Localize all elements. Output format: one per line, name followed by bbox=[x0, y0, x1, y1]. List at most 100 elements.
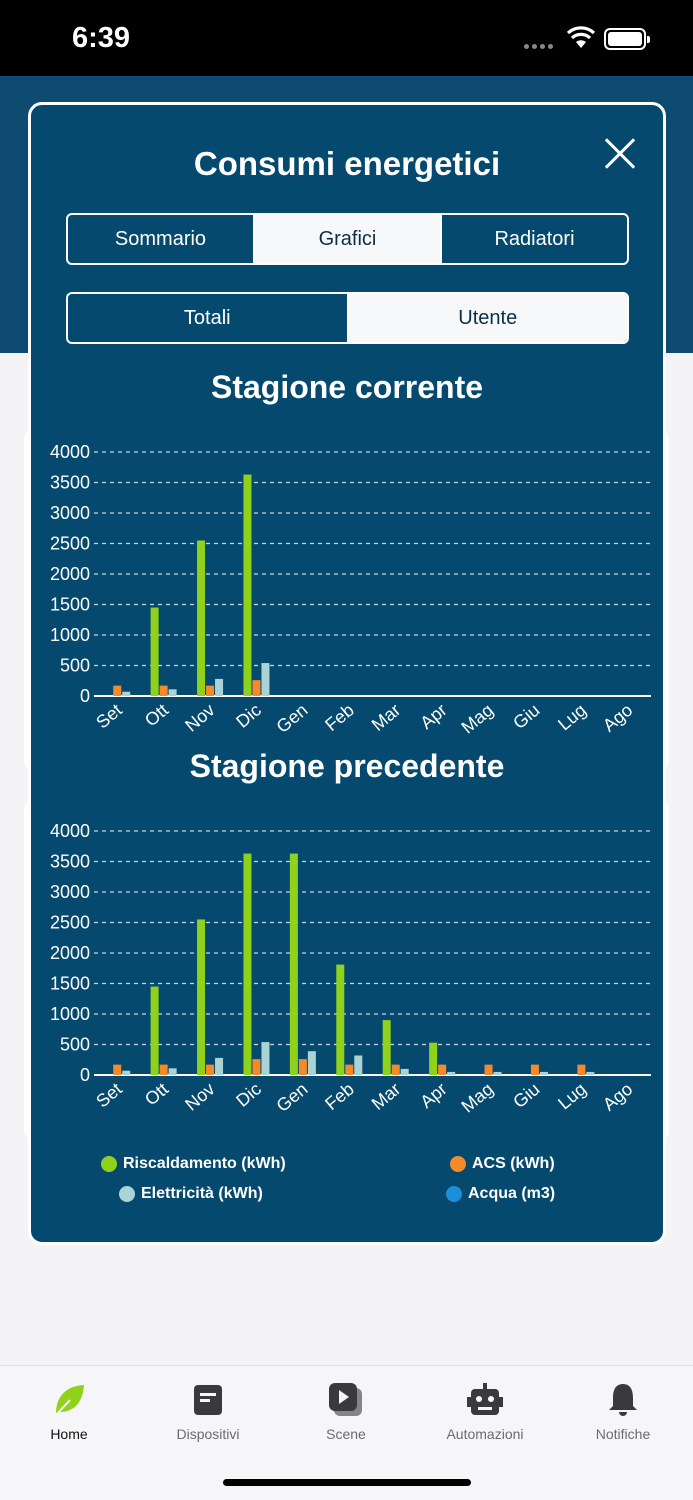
legend-dot bbox=[450, 1156, 466, 1172]
bar bbox=[261, 663, 270, 696]
legend-item-acs: ACS (kWh) bbox=[450, 1155, 555, 1173]
legend-dot bbox=[101, 1156, 117, 1172]
status-bar: 6:39 bbox=[0, 0, 693, 76]
bar bbox=[113, 1064, 122, 1075]
y-tick-label: 500 bbox=[60, 656, 90, 676]
y-tick-label: 500 bbox=[60, 1035, 90, 1055]
x-tick-label: Mag bbox=[457, 700, 497, 738]
bar bbox=[586, 1071, 595, 1075]
chart-current-season: 0 500 1000 1500 2000 2500 3000 3500 4000 Set Ott No… bbox=[50, 442, 651, 738]
x-tick-label: Dic bbox=[232, 1079, 265, 1111]
x-tick-label: Nov bbox=[181, 700, 218, 736]
tab-label: Automazioni bbox=[446, 1426, 524, 1442]
x-tick-label: Ago bbox=[599, 700, 636, 736]
bar bbox=[168, 689, 177, 696]
bar bbox=[150, 607, 159, 696]
legend-item-acqua: Acqua (m3) bbox=[446, 1185, 555, 1203]
y-tick-label: 0 bbox=[80, 686, 90, 706]
view-tabs: Sommario Grafici Radiatori bbox=[66, 213, 629, 265]
home-indicator bbox=[223, 1479, 471, 1486]
tab-sommario[interactable]: Sommario bbox=[68, 215, 255, 263]
bar bbox=[122, 691, 131, 696]
bar bbox=[159, 1064, 168, 1075]
tab-dispositivi[interactable]: Dispositivi bbox=[148, 1378, 268, 1442]
bar bbox=[530, 1064, 539, 1075]
x-tick-label: Feb bbox=[321, 1079, 358, 1114]
y-tick-label: 1500 bbox=[50, 974, 90, 994]
bar bbox=[493, 1071, 502, 1075]
tab-label: Dispositivi bbox=[176, 1426, 240, 1442]
x-tick-label: Giu bbox=[509, 1079, 543, 1112]
y-tick-label: 2500 bbox=[50, 913, 90, 933]
legend-dot bbox=[119, 1186, 135, 1202]
bar bbox=[243, 474, 252, 696]
y-tick-label: 2000 bbox=[50, 564, 90, 584]
x-tick-label: Set bbox=[92, 1079, 126, 1112]
scope-tabs: Totali Utente bbox=[66, 292, 629, 344]
legend-item-riscaldamento: Riscaldamento (kWh) bbox=[101, 1155, 286, 1173]
bar bbox=[113, 685, 122, 696]
status-time: 6:39 bbox=[72, 22, 131, 54]
scene-icon bbox=[329, 1383, 362, 1416]
chart-title-current: Stagione corrente bbox=[210, 369, 484, 405]
bell-icon bbox=[609, 1384, 637, 1416]
tab-automazioni[interactable]: Automazioni bbox=[425, 1378, 545, 1442]
y-tick-label: 4000 bbox=[50, 821, 90, 841]
tab-scene[interactable]: Scene bbox=[286, 1378, 406, 1442]
y-tick-label: 3500 bbox=[50, 473, 90, 493]
signal-icon bbox=[524, 36, 556, 54]
bar bbox=[354, 1055, 363, 1075]
battery-icon bbox=[604, 28, 650, 50]
bar bbox=[289, 853, 298, 1075]
tab-radiatori[interactable]: Radiatori bbox=[494, 227, 575, 250]
bar bbox=[122, 1070, 131, 1075]
bar bbox=[252, 680, 261, 696]
tab-grafici[interactable]: Grafici bbox=[255, 215, 442, 263]
x-tick-label: Mar bbox=[368, 1079, 405, 1114]
bar bbox=[206, 1064, 215, 1075]
bar bbox=[447, 1071, 456, 1075]
y-tick-label: 3000 bbox=[50, 882, 90, 902]
legend-label: Acqua (m3) bbox=[468, 1185, 556, 1202]
x-tick-label: Apr bbox=[416, 700, 450, 733]
tab-bar: Home Dispositivi Scene Automazioni Notif… bbox=[0, 1365, 693, 1500]
bar bbox=[539, 1071, 548, 1075]
y-tick-label: 1000 bbox=[50, 1004, 90, 1024]
y-tick-label: 4000 bbox=[50, 442, 90, 462]
close-icon[interactable] bbox=[603, 137, 637, 171]
legend-label: Elettricità (kWh) bbox=[141, 1185, 263, 1202]
x-tick-label: Ago bbox=[599, 1079, 636, 1115]
bar bbox=[438, 1064, 447, 1075]
tab-home[interactable]: Home bbox=[9, 1378, 129, 1442]
y-tick-label: 2000 bbox=[50, 943, 90, 963]
subtab-utente[interactable]: Utente bbox=[348, 294, 627, 342]
x-tick-label: Mar bbox=[368, 700, 405, 735]
bar bbox=[382, 1020, 391, 1075]
tab-label: Notifiche bbox=[595, 1426, 651, 1442]
x-tick-label: Ott bbox=[141, 1079, 172, 1110]
legend-label: ACS (kWh) bbox=[472, 1155, 555, 1172]
x-tick-label: Nov bbox=[181, 1079, 218, 1115]
x-tick-label: Ott bbox=[141, 700, 172, 731]
tab-label: Home bbox=[50, 1426, 88, 1442]
bar bbox=[159, 685, 168, 696]
y-tick-label: 3500 bbox=[50, 852, 90, 872]
bar bbox=[215, 678, 224, 696]
subtab-totali[interactable]: Totali bbox=[68, 294, 349, 342]
bar bbox=[150, 986, 159, 1075]
bar bbox=[243, 853, 252, 1075]
x-tick-label: Gen bbox=[273, 1079, 312, 1116]
bar bbox=[577, 1064, 586, 1075]
device-icon bbox=[194, 1385, 222, 1415]
bar bbox=[307, 1051, 316, 1075]
bar bbox=[197, 540, 206, 696]
tab-notifiche[interactable]: Notifiche bbox=[563, 1378, 683, 1442]
x-tick-label: Giu bbox=[509, 700, 543, 733]
bar bbox=[400, 1068, 409, 1075]
leaf-icon bbox=[55, 1385, 84, 1416]
y-tick-label: 2500 bbox=[50, 534, 90, 554]
bar bbox=[336, 964, 345, 1075]
wifi-icon bbox=[566, 26, 596, 48]
chart-previous-season: 0 500 1000 1500 2000 2500 3000 3500 4000 Set Ott No… bbox=[50, 821, 651, 1117]
bar bbox=[261, 1042, 270, 1075]
